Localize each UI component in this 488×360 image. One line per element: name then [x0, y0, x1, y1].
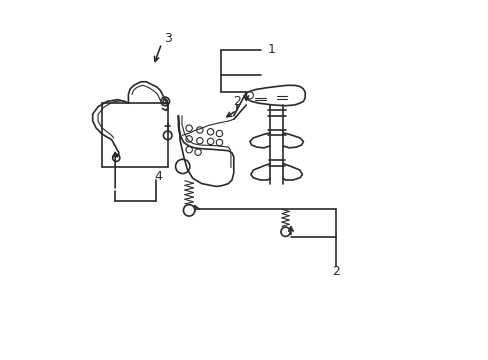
Text: 1: 1 [267, 43, 275, 56]
Text: 2: 2 [331, 265, 339, 278]
Circle shape [163, 99, 167, 104]
Text: 2: 2 [232, 95, 240, 108]
Text: 3: 3 [163, 32, 171, 45]
Text: 4: 4 [155, 170, 163, 183]
